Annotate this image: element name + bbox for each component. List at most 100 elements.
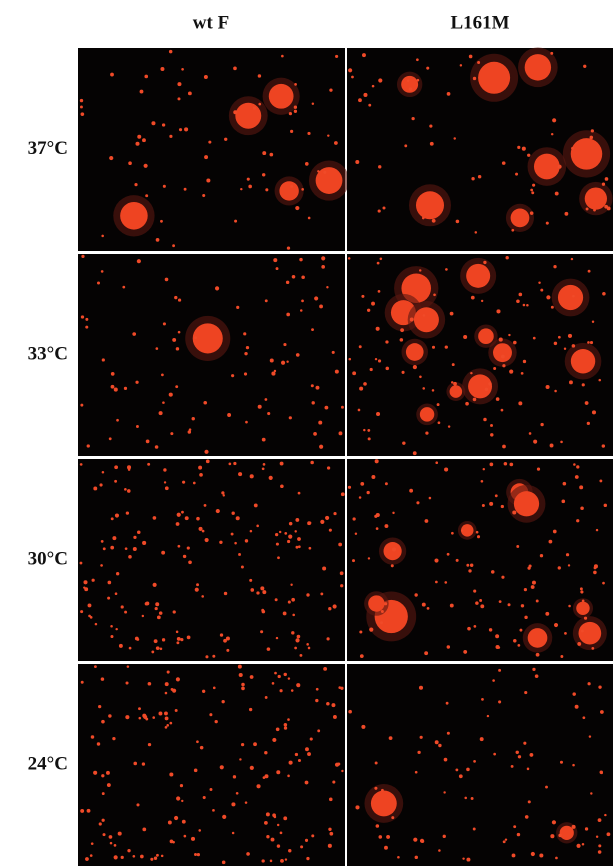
cell-dot (587, 341, 590, 344)
cell-dot (391, 564, 394, 567)
cell-dot (289, 522, 293, 526)
cell-dot (477, 535, 480, 538)
cell-dot (413, 838, 417, 842)
cell-dot (254, 503, 258, 507)
cell-dot (550, 444, 554, 448)
cell-dot (182, 481, 185, 484)
cell-dot (358, 98, 362, 102)
cell-dot (265, 398, 268, 401)
cell-dot (145, 194, 148, 197)
cell-dot (560, 655, 563, 658)
cell-dot (465, 402, 469, 406)
cell-dot (528, 800, 531, 803)
cell-dot (333, 604, 337, 608)
cell-dot (196, 517, 200, 521)
cell-dot (178, 331, 181, 334)
cell-dot (124, 488, 127, 491)
cell-dot (290, 584, 292, 586)
cell-dot (575, 475, 579, 479)
cell-dot (487, 715, 489, 717)
cell-dot (582, 600, 585, 603)
cell-dot (275, 598, 278, 601)
cell-dot (158, 712, 162, 716)
cell-dot (98, 705, 101, 708)
cell-dot (553, 530, 557, 534)
cell-dot (200, 746, 204, 750)
cell-dot (602, 444, 605, 447)
cell-dot (332, 351, 335, 354)
cell-dot (475, 231, 477, 233)
cell-dot (536, 600, 539, 603)
cell-dot (375, 358, 377, 360)
cell-dot (116, 572, 119, 575)
cell-dot (340, 571, 344, 575)
cell-dot (573, 463, 576, 466)
panel-grid (78, 48, 613, 866)
cell-dot (80, 610, 83, 613)
cell-dot (391, 816, 394, 819)
cell-dot (232, 832, 235, 835)
cell-dot (136, 803, 139, 806)
cell-dot (522, 147, 526, 151)
cell-dot (569, 380, 573, 384)
cell-dot (367, 491, 370, 494)
cell-dot (283, 612, 287, 616)
row-label: 37°C (28, 138, 68, 159)
cell-dot (473, 398, 477, 402)
cell-dot (188, 430, 192, 434)
cell-dot (204, 450, 208, 454)
cell-cluster (560, 826, 574, 840)
cell-dot (209, 788, 212, 791)
cell-dot (209, 713, 212, 716)
cell-dot (87, 444, 90, 447)
cell-dot (331, 703, 335, 707)
cell-dot (102, 819, 105, 822)
cell-dot (317, 170, 319, 172)
cell-dot (456, 220, 460, 224)
cell-dot (134, 183, 137, 186)
cell-dot (295, 206, 299, 210)
cell-dot (212, 809, 215, 812)
cell-dot (572, 692, 575, 695)
cell-dot (103, 833, 106, 836)
cell-dot (294, 530, 296, 532)
cell-dot (142, 541, 146, 545)
cell-dot (247, 178, 250, 181)
cell-dot (435, 581, 438, 584)
cell-dot (148, 743, 151, 746)
cell-dot (535, 674, 539, 678)
cell-dot (233, 775, 236, 778)
cell-dot (118, 832, 122, 836)
cell-dot (524, 616, 527, 619)
row-label: 33°C (28, 343, 68, 364)
cell-dot (413, 365, 417, 369)
cell-dot (266, 835, 269, 838)
cell-dot (163, 322, 166, 325)
cell-dot (333, 715, 337, 719)
cell-dot (448, 425, 450, 427)
cell-dot (513, 341, 517, 345)
cell-dot (280, 484, 284, 488)
cell-dot (265, 774, 269, 778)
cell-dot (423, 314, 426, 317)
cell-dot (360, 654, 364, 658)
cell-dot (311, 328, 314, 331)
cell-dot (359, 387, 363, 391)
cell-dot (525, 815, 529, 819)
cell-dot (572, 764, 575, 767)
cell-cluster (571, 138, 603, 170)
cell-dot (80, 463, 83, 466)
cell-dot (182, 820, 186, 824)
cell-dot (513, 639, 517, 643)
cell-dot (323, 171, 326, 174)
cell-dot (443, 835, 446, 838)
cell-dot (172, 338, 176, 342)
cell-dot (416, 501, 419, 504)
cell-dot (432, 389, 435, 392)
cell-dot (555, 192, 559, 196)
cell-dot (284, 532, 287, 535)
cell-dot (512, 854, 516, 858)
cell-dot (161, 551, 165, 555)
cell-dot (485, 388, 489, 392)
cell-dot (188, 560, 192, 564)
